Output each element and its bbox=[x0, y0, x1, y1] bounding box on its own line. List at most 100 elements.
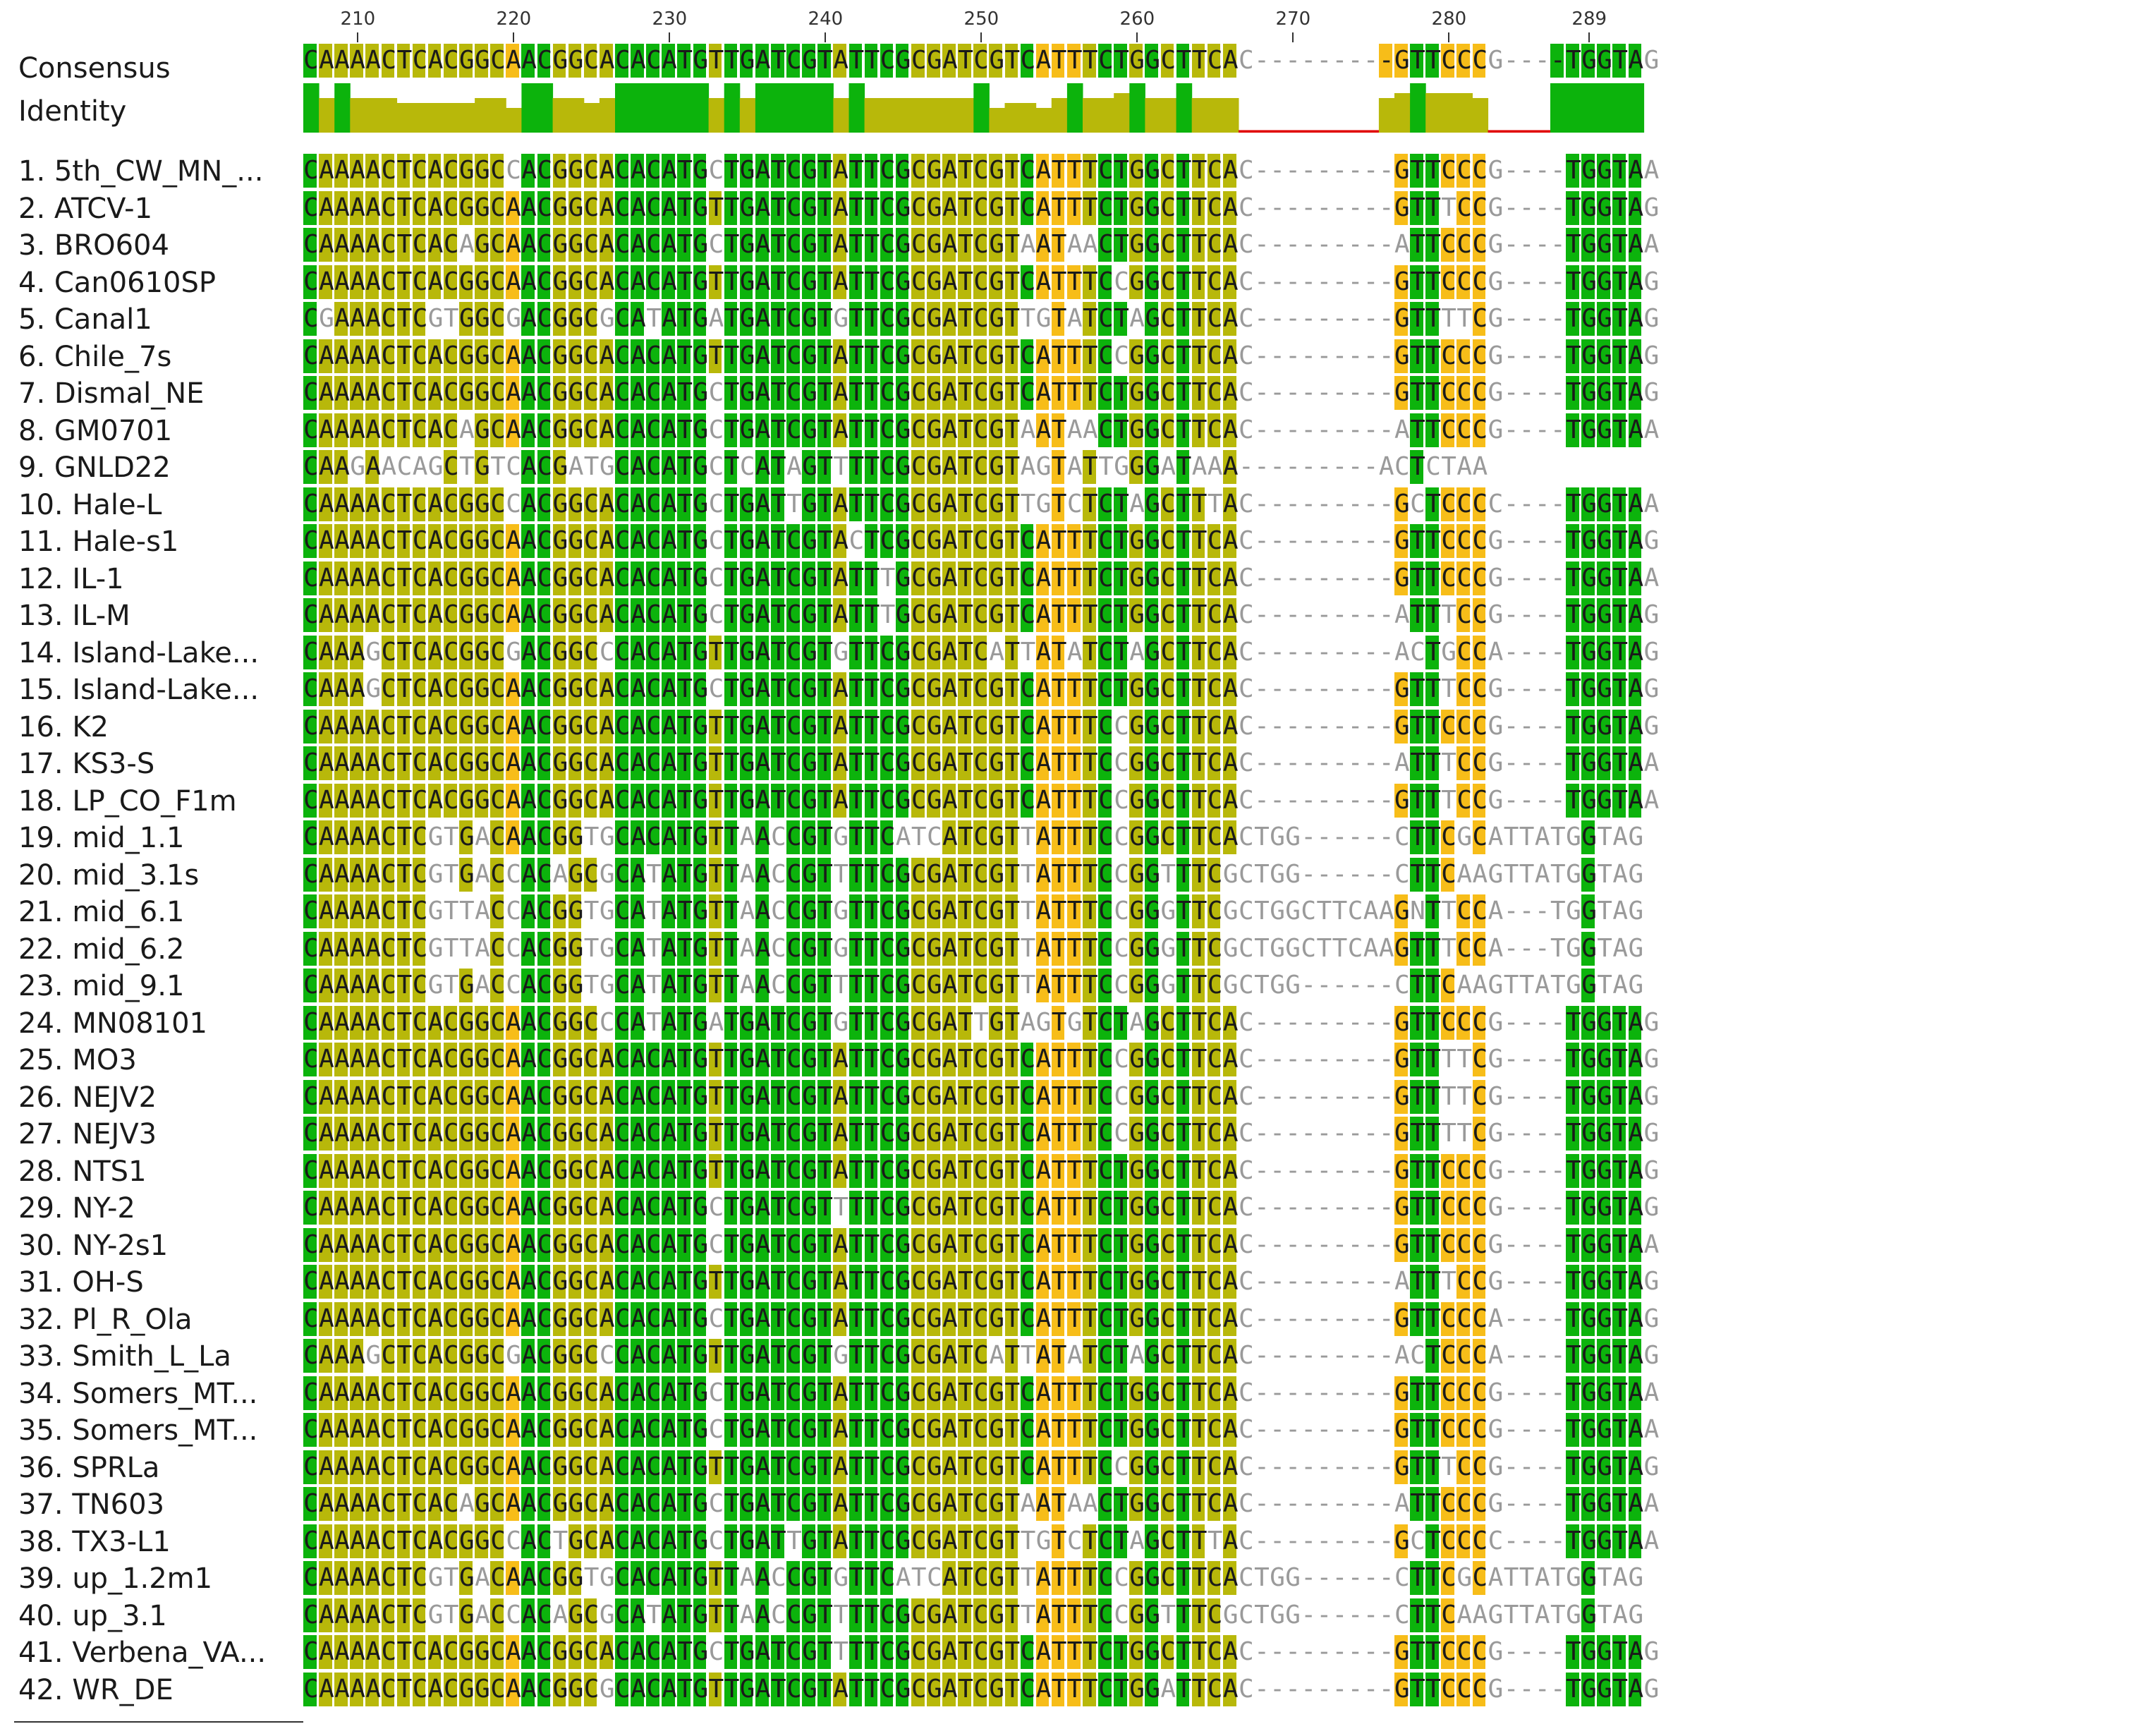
sequence-name[interactable]: 7. Dismal_NE bbox=[18, 376, 308, 411]
sequence-base: T bbox=[396, 820, 412, 854]
sequence-name[interactable]: 1. 5th_CW_MN_... bbox=[18, 154, 308, 189]
sequence-base: T bbox=[1051, 969, 1066, 1002]
sequence-base: - bbox=[1317, 784, 1332, 818]
sequence-base: - bbox=[1519, 1450, 1535, 1484]
sequence-base: T bbox=[1597, 969, 1612, 1002]
sequence-base: G bbox=[693, 1191, 708, 1225]
sequence-name[interactable]: 15. Island-Lake... bbox=[18, 672, 308, 708]
sequence-base: G bbox=[1223, 894, 1239, 928]
sequence-base: T bbox=[1425, 1524, 1441, 1558]
sequence-base: G bbox=[506, 302, 521, 336]
sequence-base: G bbox=[693, 487, 708, 521]
sequence-name[interactable]: 32. Pl_R_Ola bbox=[18, 1302, 308, 1337]
sequence-base: G bbox=[1145, 1301, 1160, 1336]
sequence-base: A bbox=[1628, 302, 1643, 336]
sequence-base: C bbox=[880, 783, 895, 818]
sequence-name[interactable]: 19. mid_1.1 bbox=[18, 820, 308, 856]
sequence-name[interactable]: 20. mid_3.1s bbox=[18, 858, 308, 893]
sequence-base: C bbox=[786, 969, 802, 1002]
sequence-base: A bbox=[334, 302, 350, 336]
sequence-base: A bbox=[740, 820, 755, 854]
sequence-name[interactable]: 8. GM0701 bbox=[18, 413, 308, 449]
sequence-base: G bbox=[568, 302, 583, 336]
sequence-name[interactable]: 6. Chile_7s bbox=[18, 339, 308, 375]
sequence-base: - bbox=[1254, 1413, 1270, 1447]
sequence-name[interactable]: 3. BRO604 bbox=[18, 228, 308, 263]
sequence-base: T bbox=[864, 450, 880, 484]
sequence-base: G bbox=[1145, 487, 1160, 521]
sequence-base: C bbox=[786, 1153, 802, 1188]
sequence-base: C bbox=[381, 1524, 396, 1558]
sequence-name[interactable]: 30. NY-2s1 bbox=[18, 1228, 308, 1263]
sequence-base: C bbox=[1239, 1598, 1254, 1632]
sequence-base: - bbox=[1348, 1376, 1363, 1410]
sequence-base: A bbox=[599, 376, 615, 410]
sequence-base: G bbox=[739, 1376, 755, 1410]
sequence-base: C bbox=[583, 265, 599, 299]
sequence-name[interactable]: 16. K2 bbox=[18, 710, 308, 745]
sequence-name[interactable]: 28. NTS1 bbox=[18, 1154, 308, 1189]
sequence-base: T bbox=[817, 1227, 833, 1262]
sequence-name[interactable]: 14. Island-Lake... bbox=[18, 636, 308, 671]
sequence-base: C bbox=[1441, 820, 1456, 854]
sequence-name[interactable]: 27. NEJV3 bbox=[18, 1117, 308, 1152]
sequence-base: C bbox=[709, 524, 724, 558]
sequence-name[interactable]: 24. MN08101 bbox=[18, 1006, 308, 1041]
sequence-name[interactable]: 39. up_1.2m1 bbox=[18, 1561, 308, 1596]
sequence-name[interactable]: 42. WR_DE bbox=[18, 1673, 308, 1708]
sequence-name[interactable]: 9. GNLD22 bbox=[18, 450, 308, 485]
sequence-base: G bbox=[1129, 1487, 1145, 1521]
sequence-name[interactable]: 41. Verbena_VA... bbox=[18, 1635, 308, 1670]
sequence-base: A bbox=[350, 1561, 365, 1595]
sequence-base: G bbox=[1488, 1117, 1504, 1151]
consensus-base: C bbox=[1160, 44, 1176, 78]
sequence-name[interactable]: 37. TN603 bbox=[18, 1487, 308, 1522]
sequence-base: C bbox=[1472, 598, 1488, 632]
sequence-name[interactable]: 38. TX3-L1 bbox=[18, 1524, 308, 1560]
sequence-base: C bbox=[381, 1117, 396, 1151]
sequence-name[interactable]: 29. NY-2 bbox=[18, 1191, 308, 1226]
sequence-name[interactable]: 5. Canal1 bbox=[18, 302, 308, 337]
sequence-name[interactable]: 22. mid_6.2 bbox=[18, 932, 308, 967]
sequence-name[interactable]: 25. MO3 bbox=[18, 1043, 308, 1078]
sequence-name[interactable]: 31. OH-S bbox=[18, 1265, 308, 1300]
sequence-name[interactable]: 11. Hale-s1 bbox=[18, 524, 308, 559]
sequence-base: T bbox=[677, 450, 693, 484]
sequence-base: A bbox=[755, 1524, 771, 1558]
sequence-name[interactable]: 17. KS3-S bbox=[18, 746, 308, 782]
sequence-base: T bbox=[1456, 1080, 1472, 1114]
sequence-base: C bbox=[412, 154, 427, 188]
sequence-base: G bbox=[459, 190, 475, 225]
sequence-base: G bbox=[989, 1043, 1004, 1076]
sequence-base: G bbox=[1129, 524, 1145, 558]
sequence-base: - bbox=[1301, 1598, 1316, 1632]
sequence-base: A bbox=[1222, 228, 1239, 262]
sequence-base: A bbox=[755, 1487, 771, 1521]
sequence-name[interactable]: 26. NEJV2 bbox=[18, 1080, 308, 1115]
sequence-name[interactable]: 10. Hale-L bbox=[18, 487, 308, 523]
sequence-name[interactable]: 21. mid_6.1 bbox=[18, 894, 308, 930]
sequence-name[interactable]: 2. ATCV-1 bbox=[18, 191, 308, 226]
sequence-base: C bbox=[412, 969, 427, 1002]
sequence-base: A bbox=[319, 709, 334, 743]
sequence-name[interactable]: 12. IL-1 bbox=[18, 562, 308, 597]
sequence-name[interactable]: 36. SPRLa bbox=[18, 1450, 308, 1486]
sequence-base: T bbox=[396, 1598, 412, 1632]
sequence-base: G bbox=[1285, 1561, 1301, 1595]
sequence-name[interactable]: 4. Can0610SP bbox=[18, 265, 308, 301]
sequence-base: G bbox=[989, 709, 1004, 743]
sequence-name[interactable]: 40. up_3.1 bbox=[18, 1598, 308, 1634]
sequence-name[interactable]: 33. Smith_L_La bbox=[18, 1339, 308, 1374]
sequence-name[interactable]: 35. Somers_MT... bbox=[18, 1413, 308, 1448]
sequence-name[interactable]: 13. IL-M bbox=[18, 598, 308, 633]
sequence-base: A bbox=[662, 1672, 677, 1706]
sequence-name[interactable]: 18. LP_CO_F1m bbox=[18, 784, 308, 819]
sequence-base: T bbox=[1004, 931, 1020, 966]
sequence-name[interactable]: 34. Somers_MT... bbox=[18, 1376, 308, 1412]
sequence-name[interactable]: 23. mid_9.1 bbox=[18, 969, 308, 1004]
sequence-base: T bbox=[1051, 190, 1066, 225]
sequence-base: C bbox=[537, 1524, 552, 1558]
sequence-base: T bbox=[708, 969, 724, 1002]
sequence-base: C bbox=[615, 1043, 631, 1076]
